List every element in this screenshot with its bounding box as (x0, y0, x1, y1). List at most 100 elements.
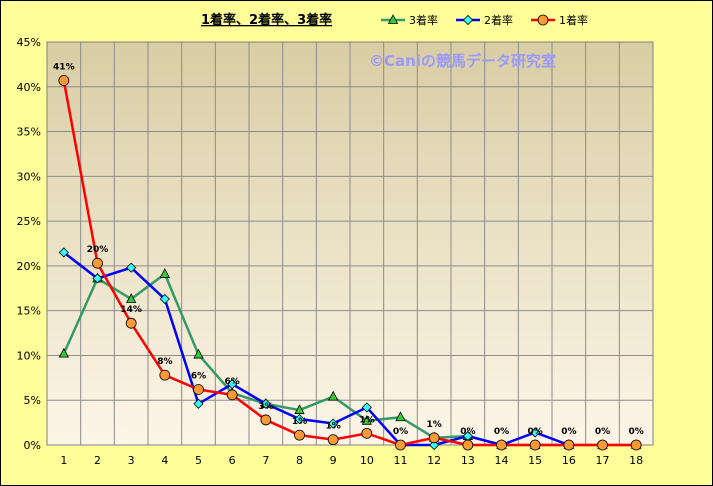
data-label: 3% (258, 402, 273, 412)
data-label: 1% (292, 417, 307, 427)
data-label: 0% (629, 427, 644, 437)
point-s2 (227, 379, 238, 390)
data-labels: 41% 20% 14% 8% 6% 6% 3% 1% 1% 1% 0% 1% 0% 0% 0% 0% 0% 0% (53, 63, 644, 437)
point-s1 (361, 427, 373, 439)
point-s1 (395, 439, 406, 451)
legend-item: 1着率 (531, 13, 588, 27)
point-s2 (530, 427, 541, 438)
point-s2 (260, 398, 271, 409)
point-s1 (58, 75, 70, 86)
data-label: 41% (53, 63, 75, 73)
x-tick-label: 4 (161, 454, 168, 467)
point-s2 (126, 262, 137, 273)
point-s1 (529, 439, 541, 451)
chart-title: 1着率、2着率、3着率 (201, 12, 332, 28)
point-s1 (125, 317, 137, 329)
x-tick-label: 10 (360, 454, 374, 467)
point-s2 (328, 418, 339, 429)
x-tick-label: 3 (128, 454, 135, 467)
data-label: 8% (157, 357, 172, 367)
y-tick-label: 25% (17, 215, 41, 228)
y-axis-ticks: 0% 5% 10% 15% 20% 25% 30% 35% 40% 45% (17, 36, 41, 452)
data-label: 0% (595, 427, 610, 437)
x-tick-label: 6 (229, 454, 236, 467)
data-label: 0% (460, 427, 475, 437)
point-s1 (428, 432, 440, 444)
x-tick-label: 5 (195, 454, 202, 467)
x-tick-label: 9 (330, 454, 337, 467)
point-s2 (92, 273, 103, 284)
data-label: 6% (225, 377, 240, 387)
y-tick-label: 0% (24, 439, 41, 452)
point-s2 (159, 293, 170, 305)
point-s1 (630, 439, 642, 451)
point-s3 (294, 404, 305, 414)
x-tick-label: 15 (528, 454, 542, 467)
data-label: 0% (528, 427, 543, 437)
point-s2 (193, 398, 204, 409)
point-s1 (462, 439, 474, 451)
point-s1 (193, 384, 204, 395)
data-label: 0% (494, 427, 509, 437)
x-tick-label: 12 (427, 454, 441, 467)
y-tick-label: 20% (17, 260, 41, 273)
x-tick-label: 11 (394, 454, 408, 467)
point-s3 (193, 348, 204, 359)
data-label: 0% (393, 427, 408, 437)
x-axis-ticks: 1 2 3 4 5 6 7 8 9 10 11 12 13 14 15 16 17 18 (60, 454, 643, 467)
legend: 3着率 2着率 1着率 (381, 13, 588, 27)
data-label: 14% (120, 305, 142, 315)
x-tick-label: 7 (262, 454, 269, 467)
point-s1 (597, 439, 608, 451)
point-s1 (92, 257, 103, 269)
y-tick-label: 15% (17, 305, 41, 318)
legend-item: 3着率 (381, 13, 438, 27)
point-s2 (294, 413, 305, 425)
series-lines (58, 75, 642, 451)
x-tick-label: 2 (94, 454, 101, 467)
point-s1 (226, 389, 238, 401)
legend-marker (462, 14, 474, 26)
point-s3 (361, 414, 372, 425)
y-tick-label: 35% (17, 126, 41, 139)
data-label: 20% (87, 245, 109, 255)
point-s3 (395, 411, 406, 422)
legend-marker (537, 14, 549, 26)
point-s1 (294, 429, 305, 441)
legend-marker (387, 14, 399, 24)
x-tick-label: 14 (495, 454, 509, 467)
series-line-s2 (63, 251, 570, 447)
y-tick-label: 10% (17, 349, 41, 362)
y-tick-label: 30% (17, 170, 41, 183)
series-s1 (58, 75, 642, 451)
y-tick-label: 45% (17, 36, 41, 49)
point-s3 (58, 347, 69, 358)
x-tick-label: 1 (60, 454, 67, 467)
x-tick-label: 13 (461, 454, 475, 467)
point-s2 (429, 439, 440, 451)
x-tick-label: 16 (562, 454, 576, 467)
data-label: 6% (191, 371, 206, 381)
plot-border (46, 41, 654, 446)
y-tick-label: 40% (17, 81, 41, 94)
point-s2 (58, 247, 69, 258)
legend-item: 2着率 (456, 13, 513, 27)
point-s1 (496, 439, 507, 451)
legend-label: 3着率 (409, 13, 438, 27)
point-s1 (159, 369, 171, 381)
series-line-s1 (62, 80, 637, 447)
x-tick-label: 18 (629, 454, 643, 467)
data-label: 1% (326, 422, 341, 432)
point-s3 (126, 293, 137, 303)
point-s3 (159, 268, 170, 278)
data-label: 0% (561, 427, 576, 437)
data-label: 1% (359, 415, 374, 425)
x-tick-label: 17 (596, 454, 610, 467)
x-tick-label: 8 (296, 454, 303, 467)
legend-label: 1着率 (559, 13, 588, 27)
legend-label: 2着率 (484, 13, 513, 27)
y-tick-label: 5% (24, 394, 41, 407)
watermark: ©Caniの競馬データ研究室 (369, 52, 556, 70)
